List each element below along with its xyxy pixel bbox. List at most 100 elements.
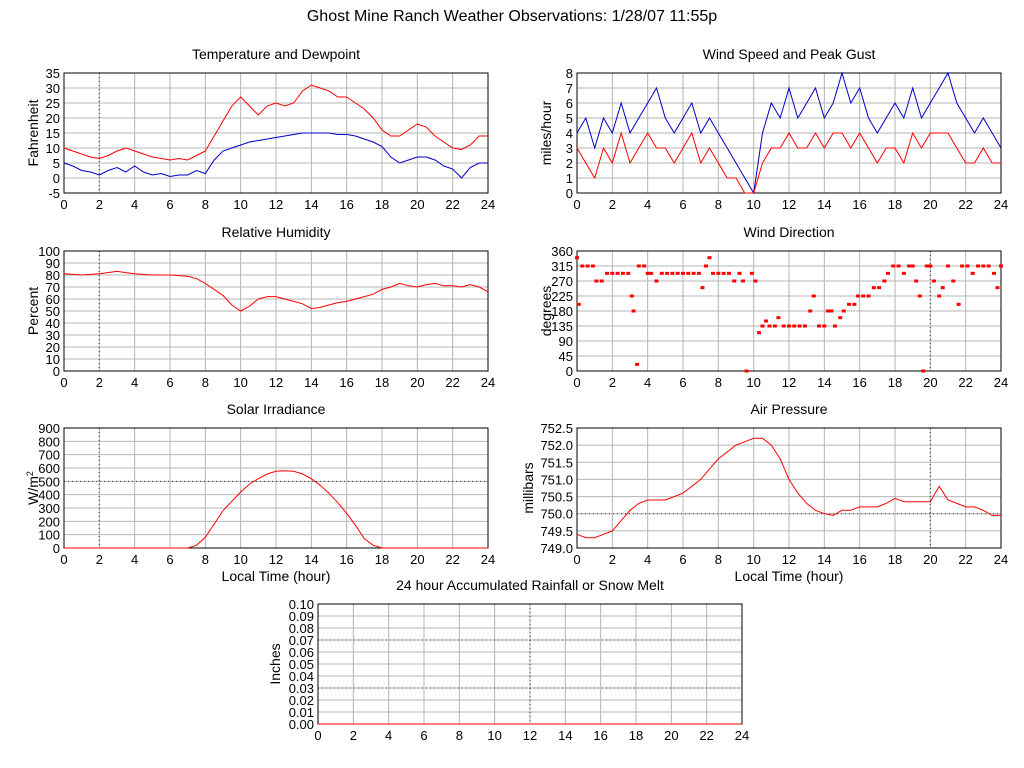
x-tick-label: 18 — [888, 552, 902, 567]
y-tick-label: 270 — [551, 274, 573, 289]
data-point — [580, 264, 585, 268]
x-tick-label: 18 — [888, 375, 902, 390]
data-point — [636, 264, 641, 268]
data-point — [576, 302, 581, 306]
x-tick-label: 16 — [593, 728, 607, 743]
x-tick-label: 8 — [715, 552, 722, 567]
data-point — [626, 271, 631, 275]
x-tick-label: 8 — [715, 375, 722, 390]
y-tick-label: 60 — [46, 292, 60, 307]
x-tick-label: 10 — [487, 728, 501, 743]
chart-wdir: 0 2 4 6 8 10 12 14 16 18 20 22 240459013518022527031… — [538, 224, 1008, 390]
x-tick-label: 14 — [817, 197, 831, 212]
y-axis-label: Percent — [25, 287, 41, 335]
y-axis-label: W/m2 — [25, 471, 41, 505]
y-tick-label: 30 — [46, 81, 60, 96]
data-point — [599, 279, 604, 283]
data-point — [808, 309, 813, 313]
data-point — [681, 271, 685, 275]
y-tick-label: 10 — [46, 352, 60, 367]
y-tick-label: 30 — [46, 328, 60, 343]
y-tick-label: 500 — [38, 474, 60, 489]
data-point — [991, 271, 996, 275]
data-point — [675, 271, 680, 275]
x-tick-label: 6 — [166, 375, 173, 390]
y-tick-label: 900 — [38, 421, 60, 436]
y-tick-label: 90 — [46, 256, 60, 271]
data-point — [797, 324, 802, 328]
data-point — [703, 264, 708, 268]
x-tick-label: 4 — [131, 197, 138, 212]
y-tick-label: 700 — [38, 448, 60, 463]
y-tick-label: 0 — [53, 171, 60, 186]
data-point — [707, 256, 712, 260]
data-point — [691, 271, 696, 275]
x-tick-label: 16 — [339, 552, 353, 567]
x-tick-label: 0 — [573, 552, 580, 567]
data-point — [635, 362, 640, 366]
y-tick-label: 5 — [53, 156, 60, 171]
y-axis-label: miles/hour — [538, 100, 554, 165]
y-tick-label: 35 — [46, 66, 60, 81]
y-tick-label: 20 — [46, 340, 60, 355]
data-point — [832, 324, 837, 328]
data-point — [871, 286, 876, 290]
data-point — [931, 279, 936, 283]
series-line-0 — [576, 71, 1002, 195]
data-point — [811, 294, 816, 298]
chart-title: Relative Humidity — [222, 224, 331, 240]
data-point — [917, 294, 922, 298]
y-tick-label: 20 — [46, 111, 60, 126]
y-tick-label: 0.09 — [289, 609, 314, 624]
data-point — [999, 264, 1003, 268]
data-point — [901, 271, 906, 275]
data-point — [629, 294, 634, 298]
data-point — [753, 279, 758, 283]
chart-title: Air Pressure — [750, 401, 827, 417]
x-tick-label: 14 — [817, 552, 831, 567]
data-point — [965, 264, 970, 268]
x-tick-label: 20 — [923, 197, 937, 212]
x-tick-label: 6 — [166, 552, 173, 567]
y-axis-label: Fahrenheit — [25, 99, 41, 166]
chart-title: Wind Direction — [743, 224, 834, 240]
y-tick-label: 0.07 — [289, 633, 314, 648]
x-tick-label: 6 — [166, 197, 173, 212]
x-tick-label: 22 — [445, 552, 459, 567]
x-tick-label: 18 — [375, 552, 389, 567]
x-tick-label: 4 — [131, 375, 138, 390]
data-point — [825, 309, 830, 313]
data-point — [760, 324, 765, 328]
y-tick-label: 1 — [566, 171, 573, 186]
series-line-0 — [576, 437, 1001, 539]
data-point — [575, 256, 579, 260]
y-tick-label: 0.08 — [289, 621, 314, 636]
y-tick-label: 0.00 — [289, 717, 314, 732]
x-tick-label: 2 — [96, 375, 103, 390]
x-tick-label: 22 — [445, 197, 459, 212]
x-tick-label: 20 — [664, 728, 678, 743]
x-tick-label: 4 — [131, 552, 138, 567]
y-tick-label: 0 — [53, 364, 60, 379]
data-point — [642, 264, 647, 268]
x-tick-label: 18 — [375, 375, 389, 390]
data-point — [721, 271, 726, 275]
x-tick-label: 10 — [746, 552, 760, 567]
y-tick-label: 0.03 — [289, 681, 314, 696]
y-tick-label: 100 — [38, 528, 60, 543]
y-tick-label: 0.01 — [289, 705, 314, 720]
x-tick-label: 12 — [269, 552, 283, 567]
data-point — [838, 316, 843, 320]
chart-press: 0 2 4 6 8 10 12 14 16 18 20 22 24749.0749.5750.0750.… — [520, 401, 1008, 584]
x-tick-label: 6 — [679, 552, 686, 567]
data-point — [855, 294, 860, 298]
data-point — [792, 324, 797, 328]
y-tick-label: 800 — [38, 434, 60, 449]
chart-title: 24 hour Accumulated Rainfall or Snow Mel… — [396, 577, 664, 593]
data-point — [654, 279, 659, 283]
x-tick-label: 20 — [410, 552, 424, 567]
x-tick-label: 22 — [958, 552, 972, 567]
data-point — [956, 302, 961, 306]
